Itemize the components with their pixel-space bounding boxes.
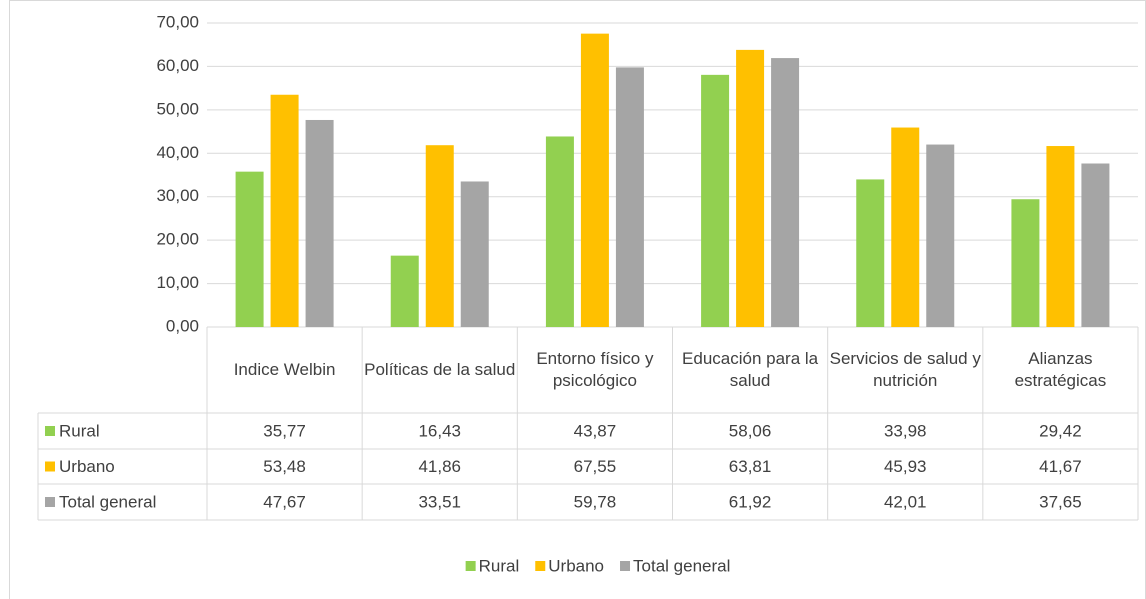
- y-tick-label: 20,00: [156, 230, 199, 249]
- data-label: 63,81: [729, 457, 772, 476]
- bar: [545, 136, 574, 327]
- category-cell: Educación para la salud: [682, 349, 819, 390]
- row-label: Rural: [59, 421, 100, 440]
- data-label: 16,43: [418, 421, 461, 440]
- data-label: 53,48: [263, 457, 306, 476]
- x-tick-label: Indice Welbin: [233, 360, 336, 379]
- data-label: 59,78: [574, 492, 617, 511]
- bar: [305, 119, 334, 327]
- data-label: 41,67: [1039, 457, 1082, 476]
- data-label: 35,77: [263, 421, 306, 440]
- data-label: 47,67: [263, 492, 306, 511]
- chart-frame: [9, 0, 1146, 599]
- data-label: 33,98: [884, 421, 927, 440]
- category-cell: Servicios de salud y nutrición: [829, 349, 981, 390]
- bar: [235, 171, 264, 327]
- bar: [926, 144, 955, 327]
- category-cell: Alianzas estratégicas: [1014, 349, 1107, 390]
- data-label: 41,86: [418, 457, 461, 476]
- table-legend-key: [45, 497, 55, 507]
- bar: [1011, 199, 1040, 327]
- bar: [1081, 163, 1110, 327]
- legend: Rural Urbano Total general: [465, 556, 730, 575]
- category-cell: Entorno físico y psicológico: [536, 349, 654, 390]
- bar: [270, 94, 299, 327]
- x-tick-label: Servicios de salud y nutrición: [829, 349, 981, 390]
- bar: [701, 74, 730, 327]
- category-cell: Indice Welbin: [233, 360, 336, 379]
- legend-key: [465, 561, 476, 571]
- bar: [580, 33, 609, 327]
- legend-key: [620, 561, 631, 571]
- x-tick-label: Políticas de la salud: [364, 360, 516, 379]
- table-legend-key: [45, 426, 55, 436]
- row-label: Total general: [59, 492, 156, 511]
- data-label: 37,65: [1039, 492, 1082, 511]
- legend-label: Rural: [479, 556, 520, 575]
- data-label: 29,42: [1039, 421, 1082, 440]
- data-label: 58,06: [729, 421, 772, 440]
- x-tick-label: Educación para la salud: [682, 349, 819, 390]
- data-label: 33,51: [418, 492, 461, 511]
- bar: [736, 49, 765, 327]
- data-label: 67,55: [574, 457, 617, 476]
- y-tick-label: 70,00: [156, 12, 199, 31]
- data-label: 42,01: [884, 492, 927, 511]
- table-legend-key: [45, 461, 55, 472]
- y-tick-label: 10,00: [156, 273, 199, 292]
- bar: [1046, 146, 1075, 327]
- bar: [891, 127, 920, 328]
- bar: [390, 255, 419, 327]
- y-tick-label: 0,00: [166, 316, 199, 335]
- bar: [856, 179, 885, 327]
- bar: [771, 58, 800, 328]
- bar: [425, 145, 454, 327]
- legend-label: Urbano: [548, 556, 604, 575]
- data-label: 61,92: [729, 492, 772, 511]
- bar: [460, 181, 489, 327]
- bar: [615, 67, 644, 327]
- data-label: 43,87: [574, 421, 617, 440]
- y-tick-label: 30,00: [156, 186, 199, 205]
- legend-key: [535, 561, 546, 571]
- category-cell: Políticas de la salud: [364, 360, 516, 379]
- y-tick-label: 60,00: [156, 56, 199, 75]
- y-tick-label: 50,00: [156, 99, 199, 118]
- row-label: Urbano: [59, 457, 115, 476]
- x-tick-label: Entorno físico y psicológico: [536, 349, 654, 390]
- legend-label: Total general: [633, 556, 730, 575]
- y-tick-label: 40,00: [156, 143, 199, 162]
- data-label: 45,93: [884, 457, 927, 476]
- x-tick-label: Alianzas estratégicas: [1014, 349, 1107, 390]
